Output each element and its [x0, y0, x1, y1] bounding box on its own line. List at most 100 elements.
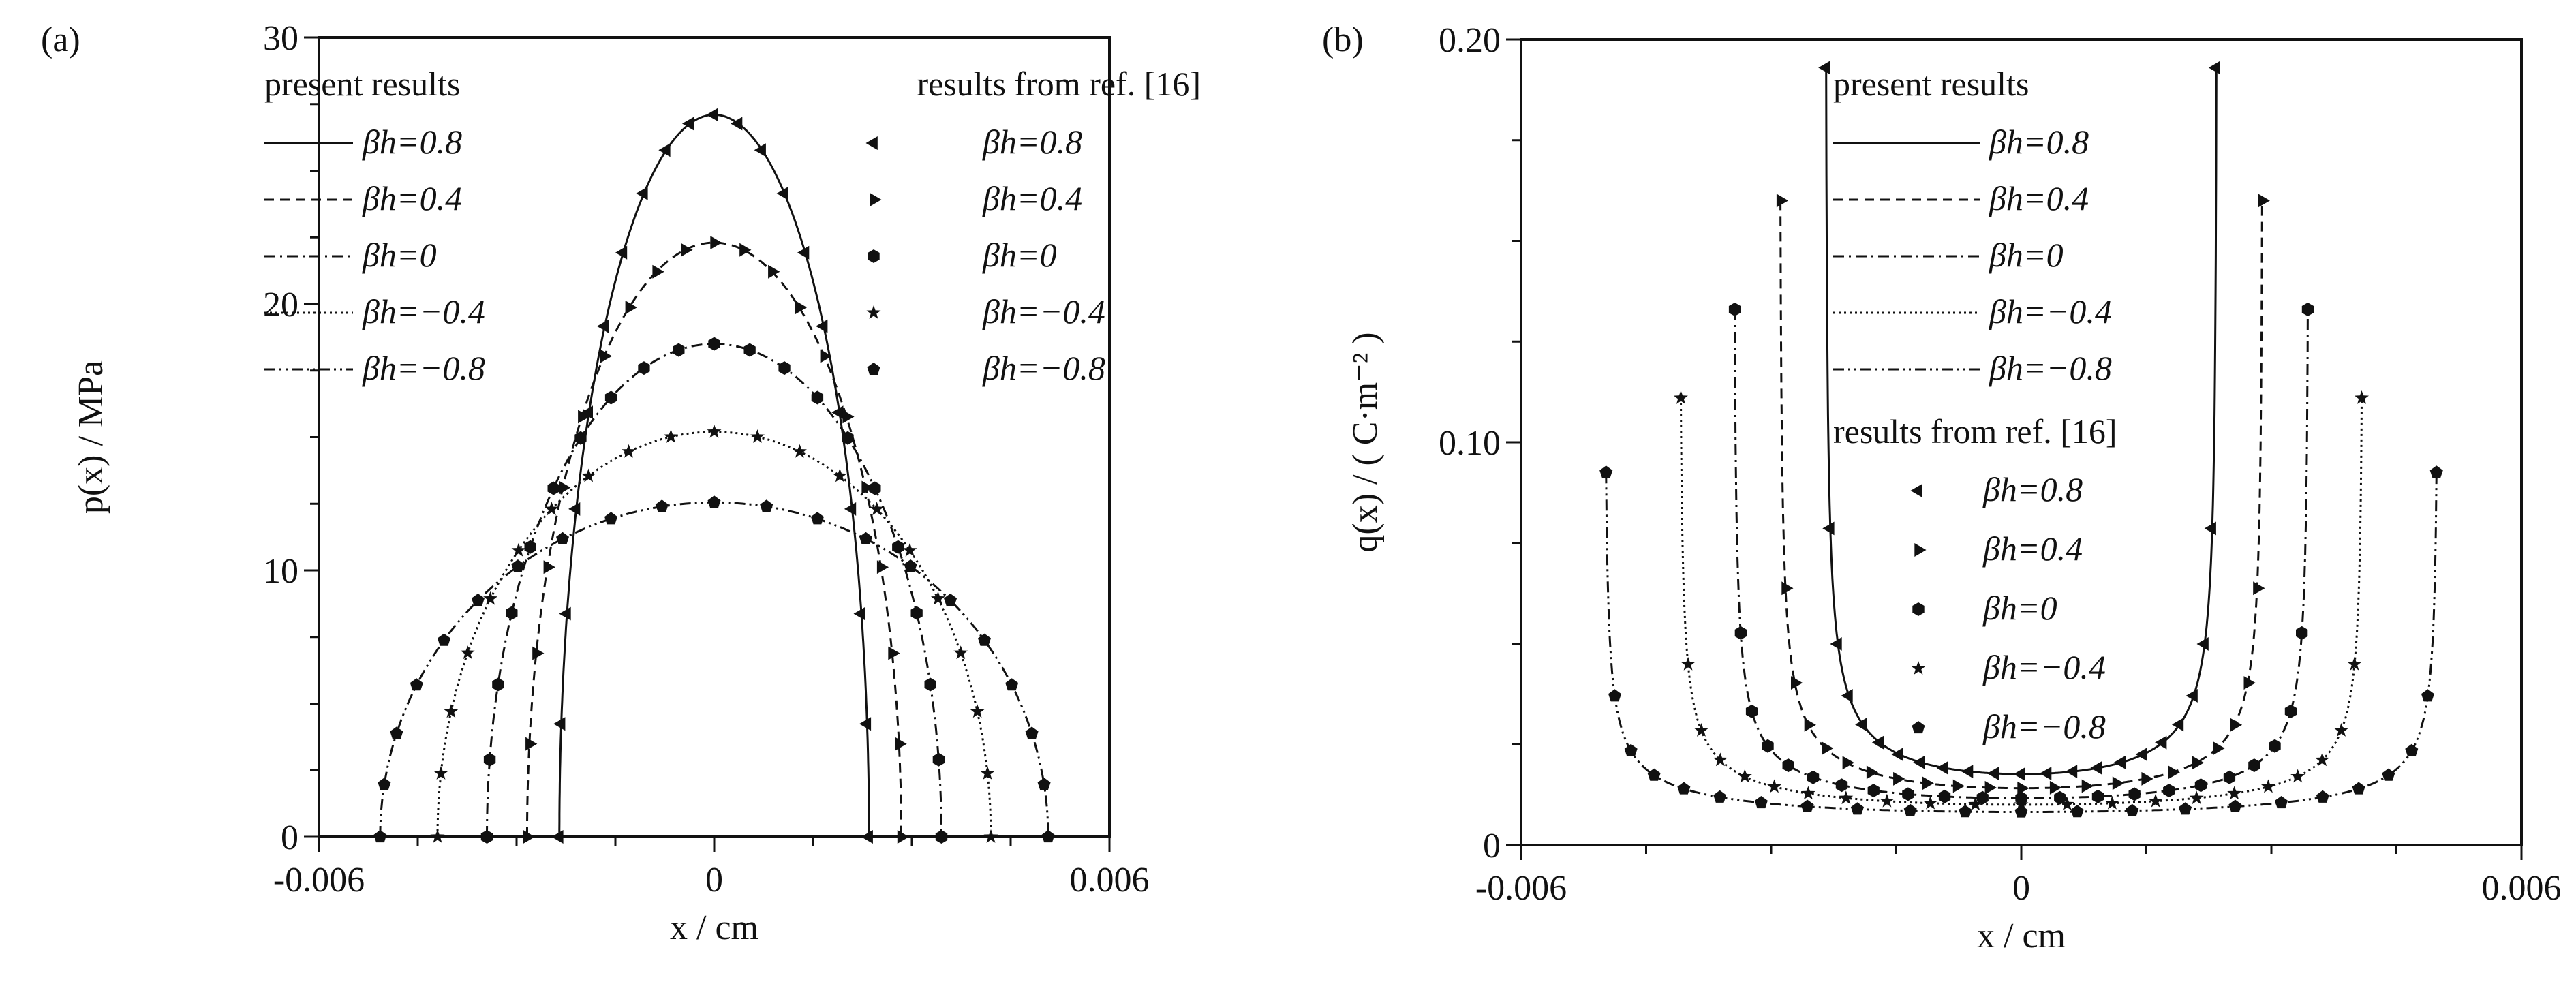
data-marker-hexagon: [2248, 758, 2260, 773]
data-marker-hexagon: [2296, 626, 2308, 640]
data-marker-triangle-right: [532, 646, 545, 660]
data-marker-triangle-left: [859, 717, 872, 731]
data-marker-star: [483, 591, 497, 605]
data-marker-triangle-right: [2141, 771, 2153, 786]
data-marker-star: [460, 645, 475, 660]
data-marker-triangle-left: [861, 830, 873, 844]
data-marker-triangle-right: [2230, 718, 2243, 732]
y-tick-label: 0.10: [1439, 424, 1501, 463]
data-marker-triangle-left: [2113, 755, 2126, 769]
data-marker-star: [1674, 390, 1688, 404]
data-marker-star: [2334, 723, 2348, 737]
data-marker-triangle-left: [2135, 748, 2147, 761]
data-marker-triangle-left: [831, 405, 844, 420]
data-marker-hexagon: [708, 337, 720, 351]
legend-label: βh=0.4: [1982, 529, 2083, 568]
data-marker-hexagon: [2301, 303, 2314, 316]
data-marker-pentagon: [511, 559, 525, 572]
data-marker-triangle-right: [710, 236, 722, 249]
data-marker-star: [2261, 779, 2275, 793]
data-marker-triangle-left: [1818, 61, 1830, 75]
data-marker-triangle-left: [2040, 767, 2052, 780]
data-marker-pentagon: [2228, 799, 2242, 812]
legend-label: βh=−0.4: [362, 292, 485, 330]
data-marker-triangle-left: [2065, 765, 2078, 779]
data-marker-triangle-right: [681, 243, 693, 257]
data-marker-pentagon: [1624, 743, 1638, 756]
legend-marker-hexagon: [1912, 602, 1925, 616]
data-marker-hexagon: [1762, 739, 1774, 753]
x-axis-title: x / cm: [670, 908, 758, 947]
data-marker-star: [433, 766, 448, 780]
data-marker-pentagon: [1754, 796, 1768, 809]
data-marker-hexagon: [2091, 789, 2104, 803]
data-marker-pentagon: [1647, 768, 1661, 781]
data-marker-pentagon: [904, 559, 917, 572]
data-marker-triangle-left: [1913, 755, 1925, 769]
data-marker-pentagon: [2179, 802, 2192, 815]
data-marker-triangle-left: [1830, 637, 1842, 651]
data-marker-pentagon: [390, 726, 403, 739]
data-marker-star: [1839, 790, 1854, 805]
data-marker-star: [664, 429, 678, 443]
legend-label: βh=0.4: [982, 179, 1082, 217]
data-marker-pentagon: [2126, 803, 2139, 816]
data-marker-pentagon: [1608, 689, 1622, 702]
legend-marker-triangle-left: [1910, 484, 1922, 497]
data-marker-hexagon: [2163, 784, 2175, 798]
data-marker-triangle-left: [581, 405, 593, 420]
data-marker-hexagon: [574, 431, 587, 445]
data-marker-star: [2355, 390, 2369, 404]
data-marker-pentagon: [1903, 803, 1917, 816]
data-marker-triangle-left: [615, 245, 628, 260]
legend-label: βh=−0.4: [1989, 292, 2112, 330]
data-marker-triangle-right: [2253, 581, 2265, 596]
data-marker-star: [2315, 752, 2330, 767]
data-marker-star: [902, 542, 917, 557]
data-marker-pentagon: [707, 495, 721, 508]
data-marker-pentagon: [1677, 782, 1691, 795]
data-marker-pentagon: [2382, 768, 2395, 781]
panel-a-pressure-chart: (a) -0.006 0 0.006 0 10 20 30 x / cm p(x) / MPa βh…: [41, 19, 1201, 947]
data-marker-pentagon: [1850, 802, 1864, 815]
data-marker-triangle-left: [568, 502, 581, 516]
data-marker-pentagon: [978, 633, 991, 646]
data-marker-triangle-right: [2168, 765, 2180, 780]
legend-marker-pentagon: [1912, 721, 1925, 734]
data-marker-hexagon: [2194, 778, 2207, 793]
data-marker-triangle-left: [682, 117, 694, 131]
x-tick-label: 0.006: [1070, 861, 1150, 900]
data-marker-pentagon: [2421, 689, 2434, 702]
data-marker-triangle-right: [1791, 676, 1803, 690]
data-marker-hexagon: [673, 343, 685, 357]
data-marker-triangle-left: [754, 143, 766, 157]
legend-label: βh=0.8: [362, 123, 462, 161]
legend-label: βh=−0.8: [982, 349, 1105, 387]
data-marker-triangle-right: [1866, 765, 1879, 780]
data-marker-hexagon: [483, 752, 496, 767]
data-marker-pentagon: [2405, 743, 2419, 756]
data-marker-star: [1800, 786, 1815, 800]
data-marker-pentagon: [2352, 782, 2365, 795]
data-marker-triangle-right: [795, 301, 808, 315]
series-line: [558, 113, 870, 837]
legend-title-ref: results from ref. [16]: [917, 65, 1201, 103]
data-marker-triangle-left: [1936, 760, 1948, 775]
data-marker-triangle-right: [2243, 676, 2256, 690]
data-marker-triangle-right: [1984, 780, 1997, 795]
x-tick-label: 0.006: [2482, 869, 2562, 908]
data-marker-hexagon: [778, 361, 791, 375]
data-marker-pentagon: [556, 532, 569, 544]
data-marker-hexagon: [1807, 770, 1820, 784]
data-marker-triangle-left: [2090, 760, 2102, 775]
data-marker-hexagon: [869, 481, 881, 495]
series-line: [379, 501, 1049, 837]
legend-title-present: present results: [1833, 65, 2029, 103]
data-marker-star: [983, 829, 998, 843]
data-marker-triangle-left: [2204, 521, 2216, 536]
legend-label: βh=−0.8: [1982, 707, 2106, 745]
data-marker-hexagon: [1782, 758, 1794, 773]
data-marker-pentagon: [1713, 790, 1727, 803]
data-marker-hexagon: [480, 830, 493, 844]
data-marker-triangle-right: [625, 301, 637, 315]
